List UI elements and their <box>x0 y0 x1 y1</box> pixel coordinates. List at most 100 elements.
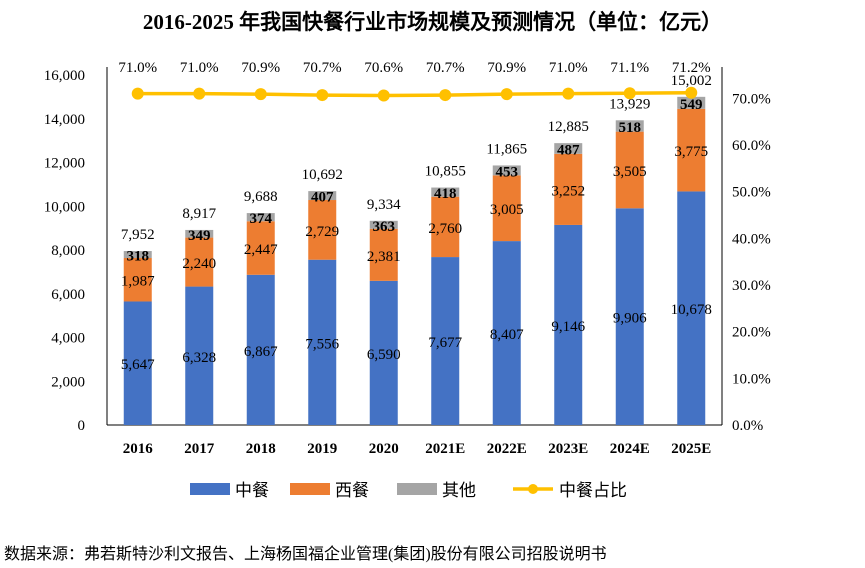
bar-other <box>677 96 706 109</box>
source-note: 数据来源：弗若斯特沙利文报告、上海杨国福企业管理(集团)股份有限公司招股说明书 <box>4 546 607 563</box>
bar-chinese <box>123 301 152 425</box>
x-tick: 2018 <box>246 441 276 457</box>
y-right-tick: 20.0% <box>732 325 771 341</box>
bar-label: 3,252 <box>551 183 585 199</box>
y-right-tick: 60.0% <box>732 138 771 154</box>
bar-chinese <box>308 259 337 425</box>
bar-label: 2,729 <box>305 224 339 240</box>
bar-label: 7,677 <box>428 335 462 351</box>
y-right-tick: 30.0% <box>732 278 771 294</box>
legend-label: 中餐占比 <box>559 481 627 501</box>
bar-label: 10,678 <box>671 302 712 318</box>
legend-label: 其他 <box>442 481 476 501</box>
bar-label: 7,556 <box>305 336 339 352</box>
bar-western <box>369 228 398 281</box>
total-label: 10,855 <box>425 164 466 180</box>
bar-western <box>492 175 521 242</box>
bar-label: 349 <box>188 228 211 244</box>
y-left-tick: 6,000 <box>51 287 85 303</box>
y-left-tick: 8,000 <box>51 243 85 259</box>
x-tick: 2021E <box>425 441 465 457</box>
bar-chinese <box>431 257 460 425</box>
bar-chinese <box>369 280 398 425</box>
ratio-point <box>131 87 144 100</box>
ratio-point <box>562 87 575 100</box>
total-label: 7,952 <box>121 227 155 243</box>
ratio-point <box>193 87 206 100</box>
bar-label: 318 <box>127 249 150 265</box>
y-left-tick: 2,000 <box>51 374 85 390</box>
chart-title: 2016-2025 年我国快餐行业市场规模及预测情况（单位：亿元） <box>142 10 723 34</box>
x-tick: 2016 <box>123 441 154 457</box>
total-label: 13,929 <box>609 96 650 112</box>
ratio-point <box>439 89 452 102</box>
bar-western <box>615 131 644 209</box>
y-right-tick: 40.0% <box>732 231 771 247</box>
y-left-tick: 16,000 <box>44 68 85 84</box>
bar-other <box>554 143 583 154</box>
y-left-tick: 12,000 <box>44 156 85 172</box>
y-left-tick: 14,000 <box>44 112 85 128</box>
bar-label: 418 <box>434 186 457 202</box>
ratio-label: 70.7% <box>303 60 342 76</box>
x-tick: 2020 <box>369 441 399 457</box>
y-right-tick: 10.0% <box>732 371 771 387</box>
total-label: 9,334 <box>367 197 401 213</box>
bar-chinese <box>677 191 706 425</box>
ratio-line <box>137 90 692 98</box>
x-tick: 2017 <box>184 441 215 457</box>
bar-other <box>492 165 521 176</box>
bar-western <box>554 153 583 225</box>
ratio-label: 71.2% <box>672 60 711 76</box>
bar-label: 6,590 <box>367 347 401 363</box>
legend-swatch <box>397 483 437 495</box>
bar-label: 8,407 <box>490 327 524 343</box>
ratio-label: 71.0% <box>180 60 219 76</box>
bar-western <box>677 108 706 192</box>
bar-label: 2,240 <box>182 256 216 272</box>
bar-other <box>123 251 152 259</box>
bar-other <box>615 120 644 132</box>
bar-label: 3,775 <box>674 144 708 160</box>
x-tick: 2024E <box>610 441 650 457</box>
bar-other <box>431 187 460 197</box>
bar-other <box>308 191 337 201</box>
bar-label: 518 <box>619 120 642 136</box>
bar-label: 453 <box>496 164 519 180</box>
bar-chinese <box>492 241 521 425</box>
bar-label: 549 <box>680 97 703 113</box>
ratio-point <box>685 86 698 99</box>
x-tick: 2019 <box>307 441 337 457</box>
ratio-label: 71.1% <box>610 60 649 76</box>
legend-swatch <box>290 483 330 495</box>
bar-western <box>431 196 460 258</box>
bar-label: 3,505 <box>613 164 647 180</box>
bar-other <box>185 229 214 238</box>
total-label: 10,692 <box>302 167 343 183</box>
bar-chinese <box>615 208 644 425</box>
bar-western <box>308 200 337 260</box>
bar-label: 1,987 <box>121 274 155 290</box>
y-right-tick: 50.0% <box>732 185 771 201</box>
legend-swatch <box>190 483 230 495</box>
ratio-label: 71.0% <box>118 60 157 76</box>
bar-label: 2,447 <box>244 242 278 258</box>
y-left-tick: 10,000 <box>44 199 85 215</box>
ratio-label: 71.0% <box>549 60 588 76</box>
bar-other <box>246 213 275 222</box>
x-tick: 2022E <box>487 441 527 457</box>
y-left-tick: 0 <box>78 418 86 434</box>
bar-western <box>185 237 214 287</box>
ratio-point <box>254 88 267 101</box>
ratio-point <box>377 89 390 102</box>
y-right-tick: 70.0% <box>732 91 771 107</box>
total-label: 12,885 <box>548 119 589 135</box>
total-label: 11,865 <box>486 141 527 157</box>
bar-other <box>369 220 398 229</box>
ratio-point <box>623 87 636 100</box>
total-label: 8,917 <box>182 206 216 222</box>
x-tick: 2023E <box>548 441 588 457</box>
bar-label: 374 <box>250 211 273 227</box>
bar-chinese <box>185 286 214 425</box>
